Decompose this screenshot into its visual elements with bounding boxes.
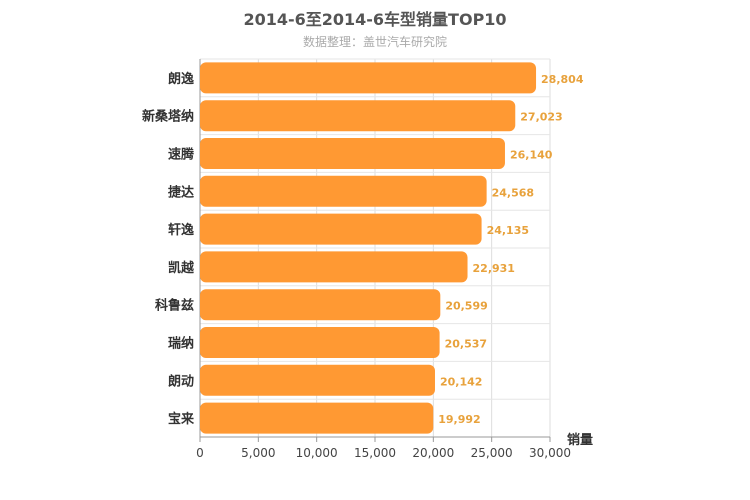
x-tick-label: 0	[196, 446, 204, 460]
category-label: 新桑塔纳	[142, 109, 194, 125]
bar	[200, 402, 434, 434]
x-axis-title: 销量	[567, 432, 593, 448]
category-label: 宝来	[168, 411, 195, 427]
value-label: 24,135	[487, 224, 529, 237]
category-label: 朗动	[168, 373, 194, 389]
category-label: 朗逸	[168, 71, 194, 87]
bar	[200, 138, 505, 169]
bar	[200, 251, 468, 283]
bar	[200, 364, 435, 396]
x-tick-label: 30,000	[529, 446, 571, 460]
value-label: 20,537	[445, 338, 487, 351]
chart-title: 2014-6至2014-6车型销量TOP10	[243, 10, 507, 29]
category-label: 轩逸	[168, 222, 194, 238]
value-label: 27,023	[520, 111, 562, 124]
category-label: 速腾	[168, 147, 195, 163]
bar	[200, 289, 441, 321]
bar	[200, 327, 440, 358]
bar	[200, 175, 487, 207]
value-label: 26,140	[510, 149, 553, 162]
x-tick-label: 5,000	[241, 446, 275, 460]
category-label: 捷达	[168, 184, 194, 200]
value-label: 20,142	[440, 375, 482, 388]
value-label: 20,599	[445, 300, 487, 313]
value-label: 22,931	[473, 262, 515, 275]
x-tick-label: 20,000	[412, 446, 454, 460]
value-label: 24,568	[492, 186, 534, 199]
bar	[200, 213, 482, 245]
category-label: 凯越	[168, 260, 195, 276]
category-label: 科鲁兹	[155, 298, 194, 314]
category-label: 瑞纳	[168, 336, 194, 352]
bar	[200, 62, 537, 94]
value-label: 19,992	[438, 413, 480, 426]
x-tick-label: 15,000	[354, 446, 396, 460]
x-tick-label: 10,000	[296, 446, 338, 460]
value-label: 28,804	[541, 73, 584, 86]
x-tick-label: 25,000	[471, 446, 513, 460]
chart-subtitle: 数据整理：盖世汽车研究院	[302, 35, 447, 49]
bar	[200, 100, 516, 132]
